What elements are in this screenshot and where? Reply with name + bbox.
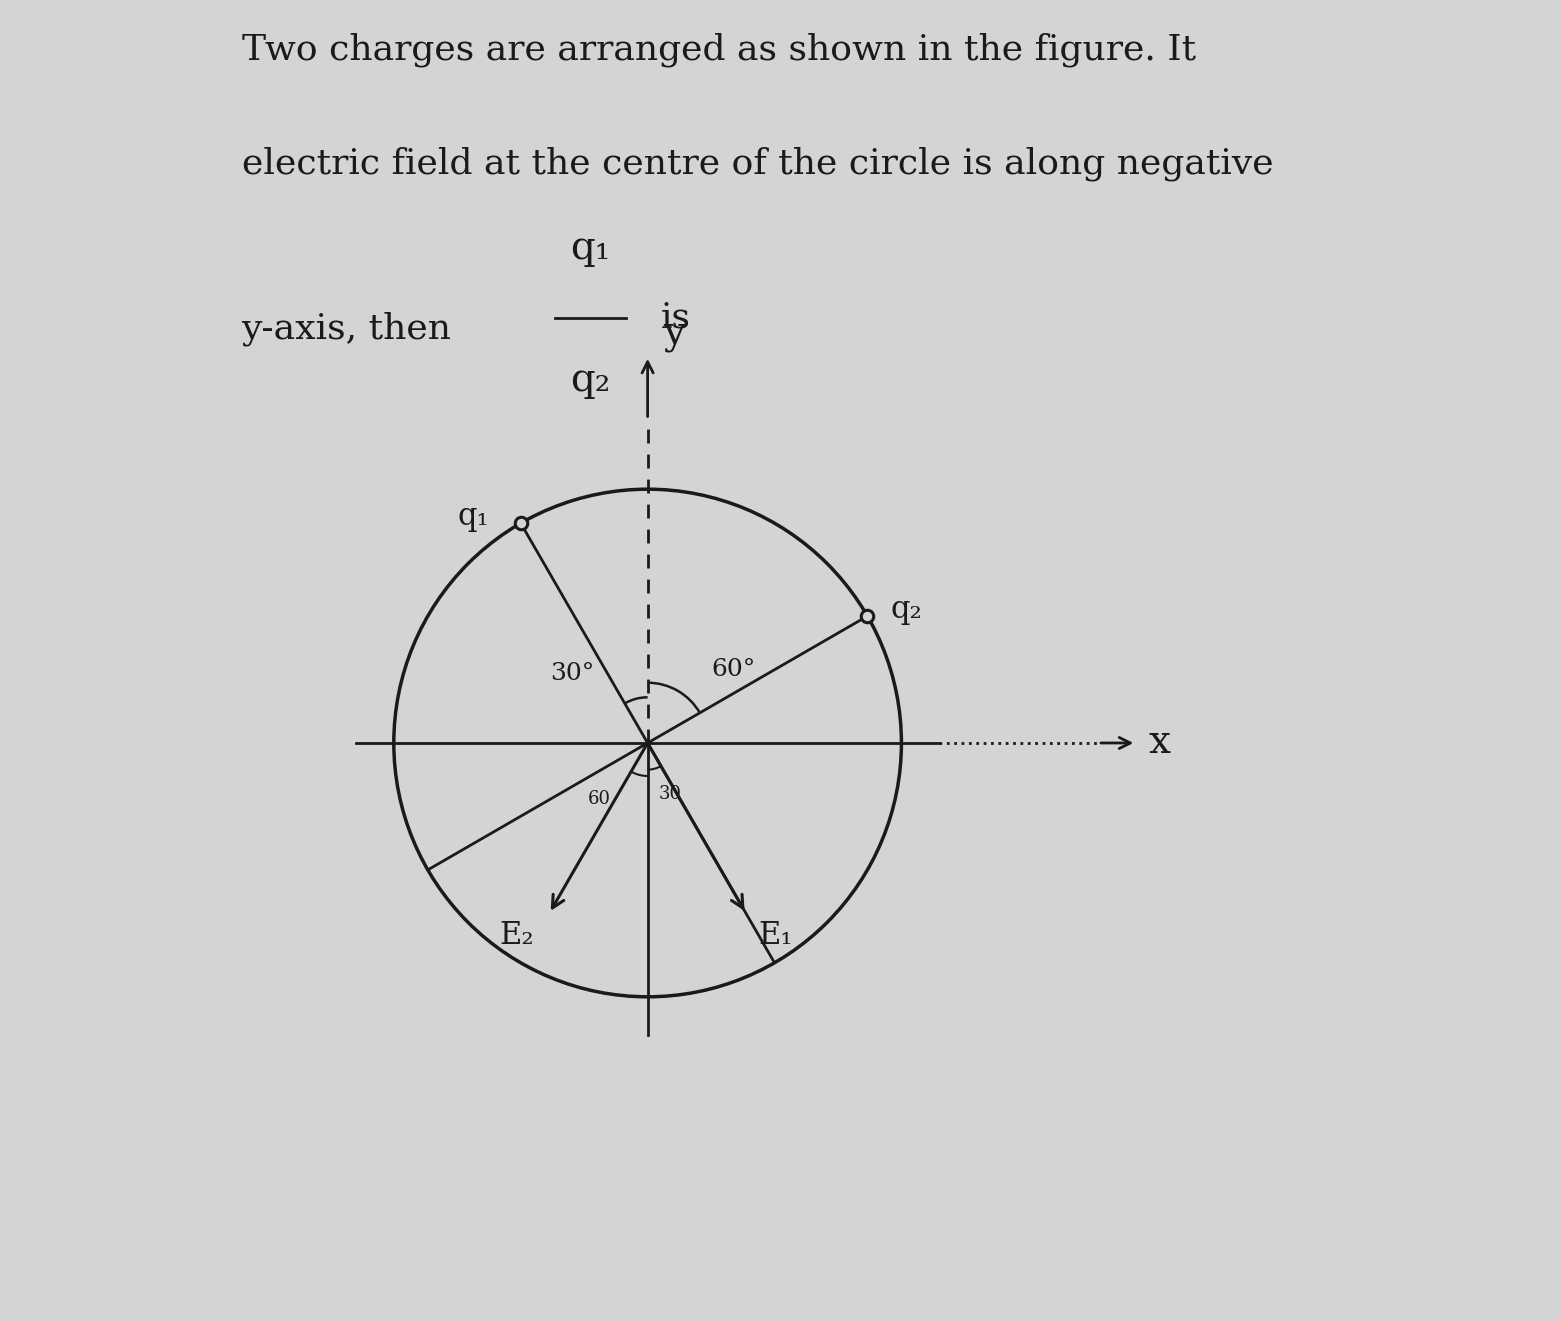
Text: 30: 30 <box>659 785 682 803</box>
Text: q₁: q₁ <box>570 230 610 267</box>
Text: 60°: 60° <box>712 658 756 680</box>
Text: x: x <box>1149 724 1171 761</box>
Text: E₁: E₁ <box>759 919 793 951</box>
Text: y-axis, then: y-axis, then <box>242 312 451 346</box>
Text: E₂: E₂ <box>500 919 534 951</box>
Text: electric field at the centre of the circle is along negative: electric field at the centre of the circ… <box>242 147 1274 181</box>
Text: 30°: 30° <box>549 662 595 684</box>
Text: y: y <box>663 316 685 353</box>
Text: 60: 60 <box>588 790 610 808</box>
Text: q₂: q₂ <box>890 594 923 625</box>
Text: Two charges are arranged as shown in the figure. It: Two charges are arranged as shown in the… <box>242 32 1196 67</box>
Text: is: is <box>660 301 690 334</box>
Text: q₁: q₁ <box>457 502 489 532</box>
Text: q₂: q₂ <box>570 362 610 399</box>
